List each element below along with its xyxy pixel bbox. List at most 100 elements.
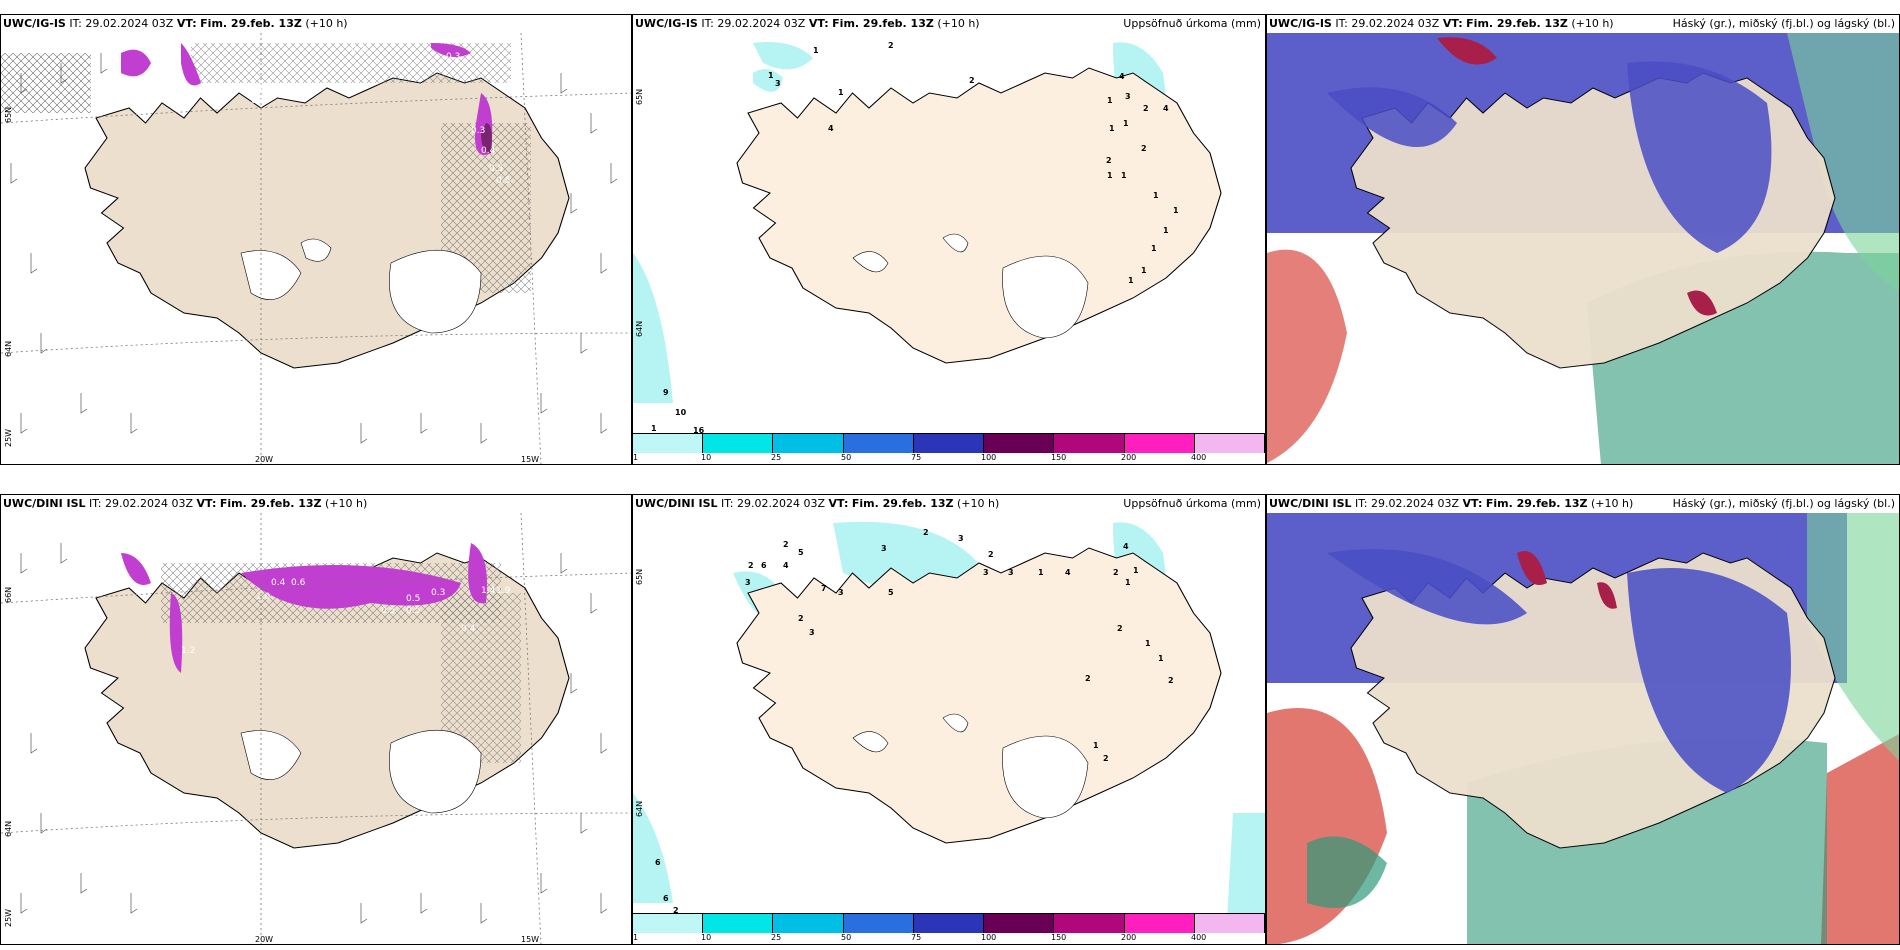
colorbar-precip-dini <box>633 913 1265 933</box>
svg-text:1: 1 <box>651 424 657 433</box>
svg-text:2: 2 <box>1143 104 1149 113</box>
svg-text:1.4: 1.4 <box>481 586 496 596</box>
svg-text:2: 2 <box>1106 156 1112 165</box>
svg-text:3: 3 <box>983 568 989 577</box>
wind-snow-map-dini: 1.2 1.0 0.4 0.6 0.3 0.5 0.5 0.4 1.4 1.9 … <box>1 513 631 944</box>
svg-text:2: 2 <box>783 540 789 549</box>
svg-text:10: 10 <box>675 408 687 417</box>
wind-value: 0.5 <box>496 176 510 186</box>
svg-text:2: 2 <box>969 76 975 85</box>
svg-text:2: 2 <box>1141 144 1147 153</box>
svg-text:1: 1 <box>1158 654 1164 663</box>
svg-text:3: 3 <box>1125 92 1131 101</box>
svg-text:0.5: 0.5 <box>406 606 420 616</box>
lon-label-20w: 20W <box>255 455 274 464</box>
svg-text:1: 1 <box>1153 191 1159 200</box>
svg-text:7: 7 <box>821 584 827 593</box>
panel-cloud-ig: UWC/IG-IS IT: 29.02.2024 03Z VT: Fim. 29… <box>1266 14 1900 465</box>
svg-text:4: 4 <box>1123 542 1129 551</box>
header-cloud-ig: UWC/IG-IS IT: 29.02.2024 03Z VT: Fim. 29… <box>1269 17 1614 30</box>
wind-value: 0.2 <box>351 44 365 54</box>
header-precip-dini: UWC/DINI ISL IT: 29.02.2024 03Z VT: Fim.… <box>635 497 1000 510</box>
panel-precip-dini: UWC/DINI ISL IT: 29.02.2024 03Z VT: Fim.… <box>632 494 1266 945</box>
svg-text:1: 1 <box>1151 244 1157 253</box>
svg-text:4: 4 <box>783 561 789 570</box>
precip-map-ig: 1 2 1 3 1 4 2 4 3 2 4 1 1 1 2 1 1 1 1 1 … <box>633 33 1265 441</box>
svg-text:1: 1 <box>1141 266 1147 275</box>
svg-text:2: 2 <box>1113 568 1119 577</box>
svg-text:1: 1 <box>1128 276 1134 285</box>
svg-text:16: 16 <box>693 426 705 435</box>
colorbar-ticks: 1 10 25 50 75 100 150 200 400 <box>633 933 1207 942</box>
svg-text:3: 3 <box>809 628 815 637</box>
precip-numbers: 2 5 2 6 3 4 7 3 2 3 3 3 1 2 4 3 5 2 3 4 … <box>655 528 1174 915</box>
lat-label-top: 65N <box>635 88 644 105</box>
panel-wind-ig: UWC/IG-IS IT: 29.02.2024 03Z VT: Fim. 29… <box>0 14 632 465</box>
svg-text:1: 1 <box>1038 568 1044 577</box>
lat-label-mid: 64N <box>4 820 13 837</box>
svg-text:1: 1 <box>1093 741 1099 750</box>
svg-text:1: 1 <box>1163 226 1169 235</box>
lat-label-top: 65N <box>4 106 13 123</box>
svg-text:2: 2 <box>888 41 894 50</box>
svg-text:3: 3 <box>958 534 964 543</box>
svg-text:2: 2 <box>923 528 929 537</box>
svg-text:2: 2 <box>1117 624 1123 633</box>
wind-snow-map-ig: 1 0.1 0.4 0.2 0.3 0.3 0.4 0.5 0.5 <box>1 33 631 464</box>
svg-text:1: 1 <box>1125 578 1131 587</box>
svg-text:2: 2 <box>748 561 754 570</box>
svg-text:3: 3 <box>775 79 781 88</box>
svg-text:1: 1 <box>838 88 844 97</box>
lon-label-15w: 15W <box>521 935 540 944</box>
svg-text:4: 4 <box>1163 104 1169 113</box>
svg-text:1.2: 1.2 <box>181 646 195 656</box>
colorbar-ticks: 1 10 25 50 75 100 150 200 400 <box>633 453 1207 462</box>
svg-text:4: 4 <box>828 124 834 133</box>
precip-title: Uppsöfnuð úrkoma (mm) <box>1123 17 1261 30</box>
svg-text:4: 4 <box>1119 72 1125 81</box>
precip-map-dini: 2 5 2 6 3 4 7 3 2 3 3 3 1 2 4 3 5 2 3 4 … <box>633 513 1265 921</box>
lon-label-corner: 25W <box>4 428 13 447</box>
svg-text:1: 1 <box>1107 171 1113 180</box>
lat-label-top: 66N <box>4 586 13 603</box>
svg-text:1.0: 1.0 <box>256 592 271 602</box>
svg-text:6: 6 <box>761 561 767 570</box>
svg-text:6: 6 <box>655 858 661 867</box>
colorbar-precip-ig <box>633 433 1265 453</box>
wind-value: 0.1 <box>249 84 263 94</box>
svg-text:1: 1 <box>1121 171 1127 180</box>
cloud-title: Háský (gr.), miðský (fj.bl.) og lágský (… <box>1672 17 1895 30</box>
svg-text:0.6: 0.6 <box>291 578 306 588</box>
svg-text:1: 1 <box>1145 639 1151 648</box>
wind-value: 0.5 <box>489 164 503 174</box>
svg-text:1: 1 <box>768 71 774 80</box>
svg-text:3: 3 <box>1008 568 1014 577</box>
precip-title: Uppsöfnuð úrkoma (mm) <box>1123 497 1261 510</box>
svg-text:9: 9 <box>663 388 669 397</box>
wind-value: 0.3 <box>471 126 485 136</box>
panel-cloud-dini: UWC/DINI ISL IT: 29.02.2024 03Z VT: Fim.… <box>1266 494 1900 945</box>
cloud-map-dini <box>1267 513 1899 944</box>
panel-precip-ig: UWC/IG-IS IT: 29.02.2024 03Z VT: Fim. 29… <box>632 14 1266 465</box>
svg-text:0.5: 0.5 <box>381 606 395 616</box>
svg-text:2: 2 <box>673 906 679 915</box>
panel-wind-dini: UWC/DINI ISL IT: 29.02.2024 03Z VT: Fim.… <box>0 494 632 945</box>
svg-text:0.4: 0.4 <box>461 624 476 634</box>
svg-text:2: 2 <box>1103 754 1109 763</box>
cloud-map-ig <box>1267 33 1899 464</box>
svg-text:6: 6 <box>663 894 669 903</box>
svg-text:0.4: 0.4 <box>271 578 286 588</box>
wind-value: 0.4 <box>251 96 266 106</box>
wind-value: 0.3 <box>446 52 460 62</box>
lat-label-mid: 64N <box>635 320 644 337</box>
svg-text:1: 1 <box>1109 124 1115 133</box>
svg-text:1.9: 1.9 <box>496 586 511 596</box>
svg-text:2: 2 <box>1168 676 1174 685</box>
lon-label-20w: 20W <box>255 935 274 944</box>
header-wind-ig: UWC/IG-IS IT: 29.02.2024 03Z VT: Fim. 29… <box>3 17 348 30</box>
precip-numbers: 1 2 1 3 1 4 2 4 3 2 4 1 1 1 2 1 1 1 1 1 … <box>651 41 1179 435</box>
lat-label-mid: 64N <box>635 800 644 817</box>
svg-text:1: 1 <box>813 46 819 55</box>
svg-text:2: 2 <box>988 550 994 559</box>
svg-text:1: 1 <box>1133 566 1139 575</box>
